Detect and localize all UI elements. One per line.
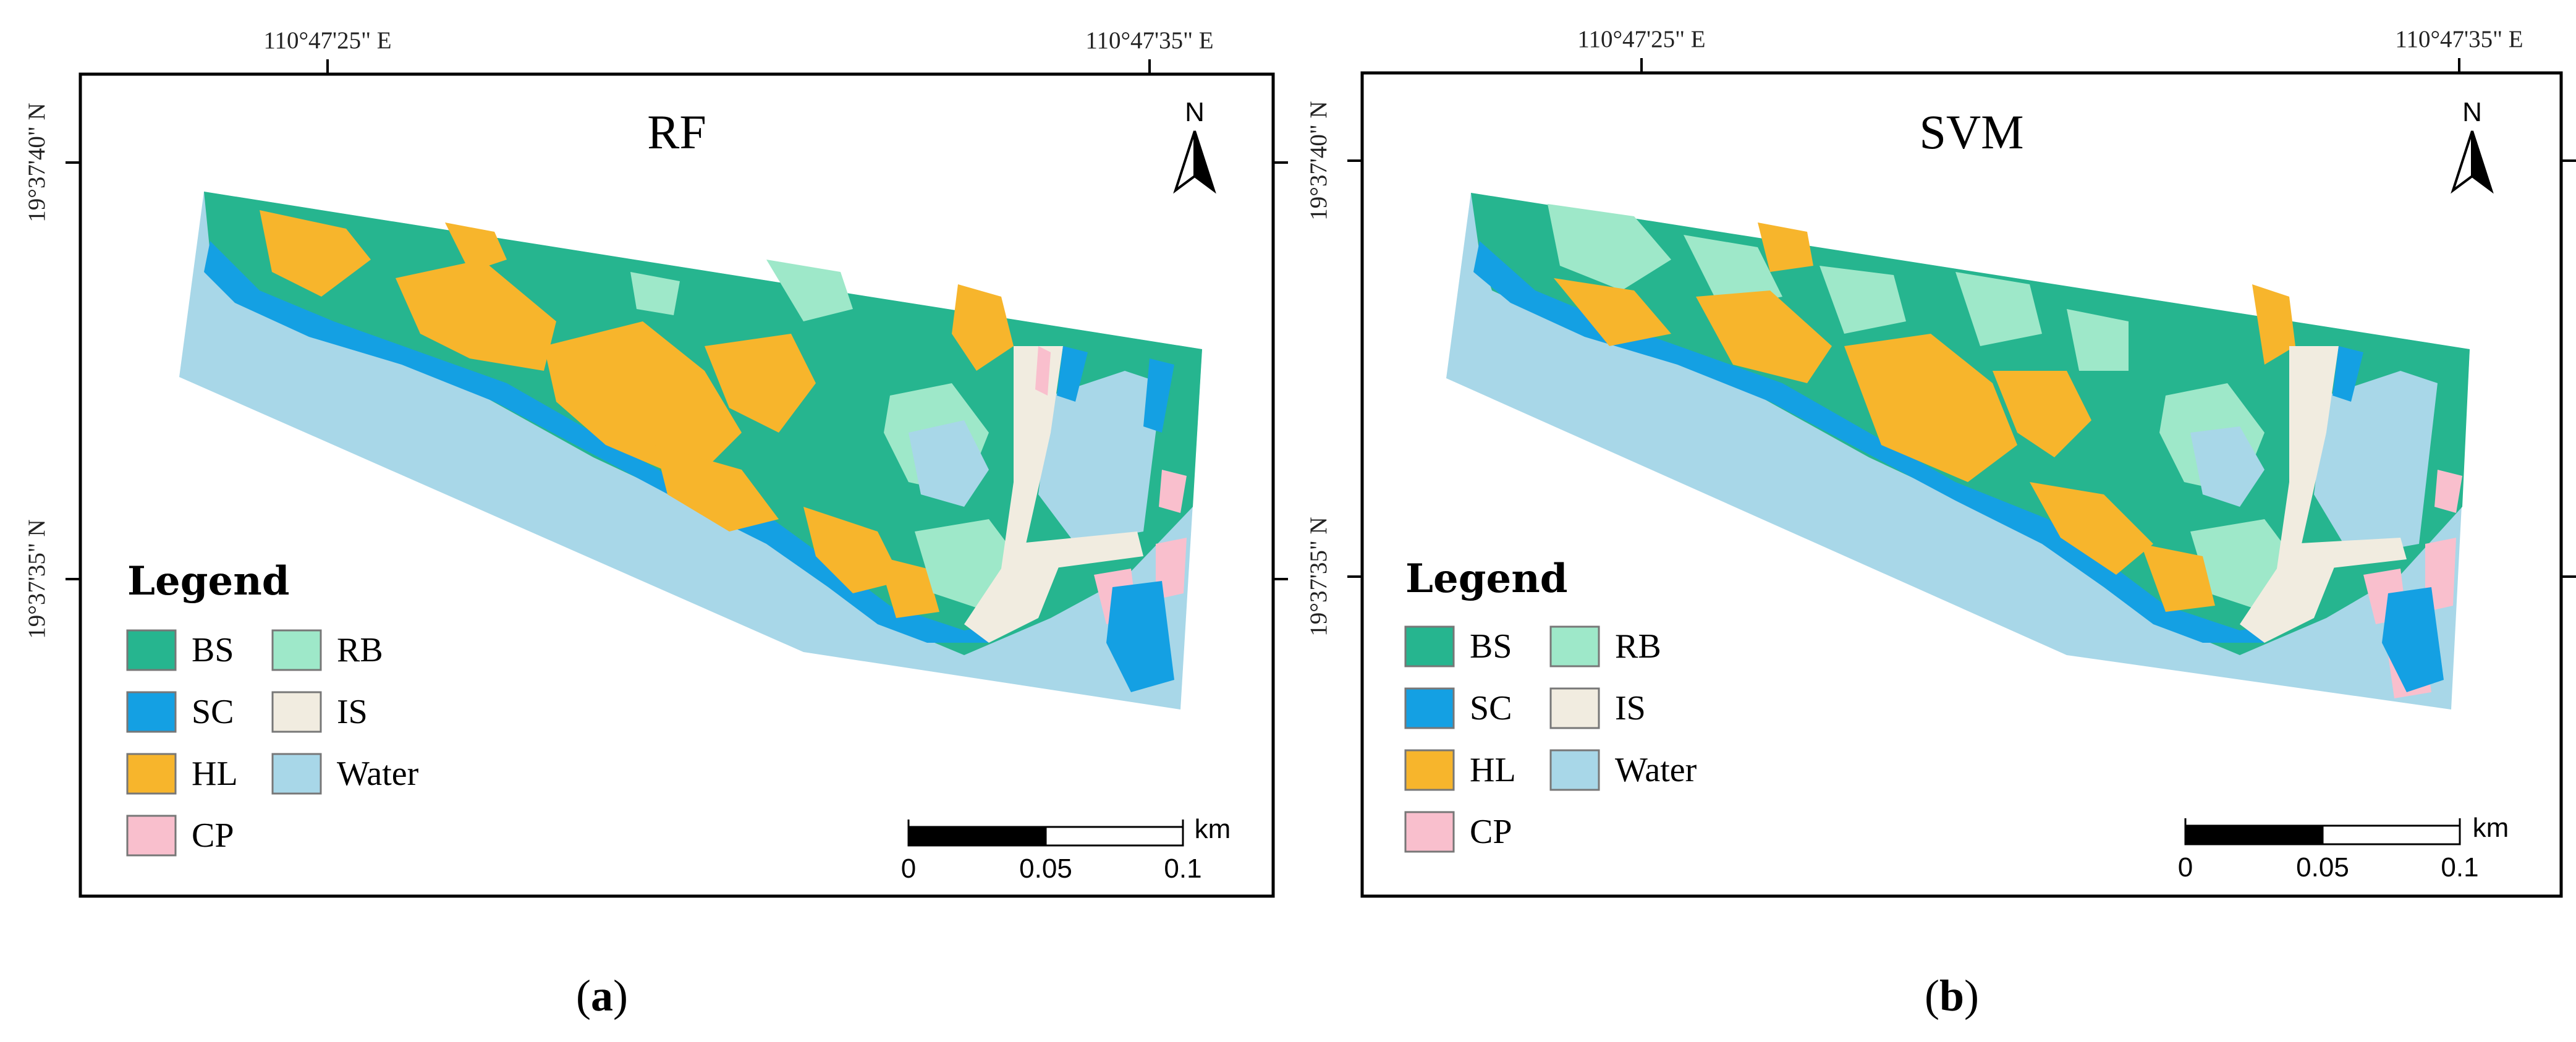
caption-letter: a: [590, 971, 613, 1020]
scale-tick-0: 0: [901, 854, 916, 884]
scale-tick-2: 0.1: [2441, 852, 2478, 883]
legend-label-water: Water: [337, 755, 419, 793]
legend-swatch-hl: [1404, 749, 1455, 791]
legend-label-is: IS: [337, 693, 368, 731]
north-label: N: [2462, 97, 2482, 127]
legend-swatch-bs: [1404, 625, 1455, 667]
legend-label-hl: HL: [192, 755, 238, 793]
legend-label-sc: SC: [1470, 689, 1512, 727]
legend-label-water: Water: [1615, 751, 1697, 789]
north-arrow: N: [2451, 97, 2494, 194]
legend-label-cp: CP: [1470, 813, 1512, 851]
legend-swatch-is: [271, 691, 322, 733]
lat-label-bottom: 19°37'35" N: [23, 519, 50, 638]
scale-bar: km 0 0.05 0.1: [2178, 813, 2509, 883]
lat-label-top: 19°37'40" N: [1305, 101, 1332, 220]
scale-tick-2: 0.1: [1164, 854, 1201, 884]
north-arrow-right-half: [1193, 130, 1216, 194]
map-svm: 110°47'25" E 110°47'35" E 19°37'40" N 19…: [1305, 26, 2576, 898]
lon-label-right: 110°47'35" E: [2395, 26, 2523, 53]
panel-rf: 110°47'25" E 110°47'35" E 19°37'40" N 19…: [23, 27, 1288, 1020]
legend-swatch-hl: [126, 753, 177, 795]
legend-label-bs: BS: [192, 631, 234, 669]
map-title: SVM: [1919, 105, 2023, 159]
legend-swatch-water: [1549, 749, 1600, 791]
scale-bar: km 0 0.05 0.1: [901, 814, 1231, 884]
legend-title: Legend: [127, 558, 289, 604]
caption: (b): [1925, 971, 1980, 1020]
legend-swatch-rb: [1549, 625, 1600, 667]
scale-unit: km: [2473, 813, 2509, 843]
north-arrow-right-half: [2471, 130, 2494, 194]
scale-tick-1: 0.05: [2296, 852, 2349, 883]
legend-swatch-cp: [126, 815, 177, 857]
legend-swatch-sc: [1404, 687, 1455, 729]
legend-swatch-is: [1549, 687, 1600, 729]
panel-svm: 110°47'25" E 110°47'35" E 19°37'40" N 19…: [1288, 0, 2576, 1042]
lat-label-top: 19°37'40" N: [23, 103, 50, 222]
lon-label-left: 110°47'25" E: [263, 27, 391, 54]
classification-map: [1446, 193, 2470, 709]
classification-map: [179, 192, 1202, 709]
legend: Legend BS SC HL CP RB IS Water: [1404, 556, 1697, 853]
scale-unit: km: [1195, 814, 1231, 844]
scale-tick-1: 0.05: [1019, 854, 1072, 884]
legend-label-hl: HL: [1470, 751, 1516, 789]
legend-label-rb: RB: [337, 631, 383, 669]
legend-label-sc: SC: [192, 693, 234, 731]
caption: (a): [576, 971, 628, 1020]
legend: Legend BS SC HL CP RB IS Water: [126, 558, 419, 857]
legend-swatch-bs: [126, 629, 177, 671]
legend-swatch-sc: [126, 691, 177, 733]
legend-label-bs: BS: [1470, 627, 1512, 666]
north-arrow: N: [1173, 97, 1216, 194]
legend-swatch-rb: [271, 629, 322, 671]
legend-label-is: IS: [1615, 689, 1646, 727]
lat-label-bottom: 19°37'35" N: [1305, 517, 1332, 636]
legend-swatch-cp: [1404, 811, 1455, 853]
lon-label-right: 110°47'35" E: [1085, 27, 1213, 54]
map-rf: 110°47'25" E 110°47'35" E 19°37'40" N 19…: [23, 27, 1288, 898]
legend-label-rb: RB: [1615, 627, 1661, 666]
legend-title: Legend: [1405, 556, 1567, 602]
caption-letter: b: [1939, 971, 1965, 1020]
scale-tick-0: 0: [2178, 852, 2193, 883]
legend-swatch-water: [271, 753, 322, 795]
map-title: RF: [647, 105, 706, 159]
legend-label-cp: CP: [192, 816, 234, 855]
north-label: N: [1185, 97, 1205, 127]
lon-label-left: 110°47'25" E: [1577, 26, 1705, 53]
